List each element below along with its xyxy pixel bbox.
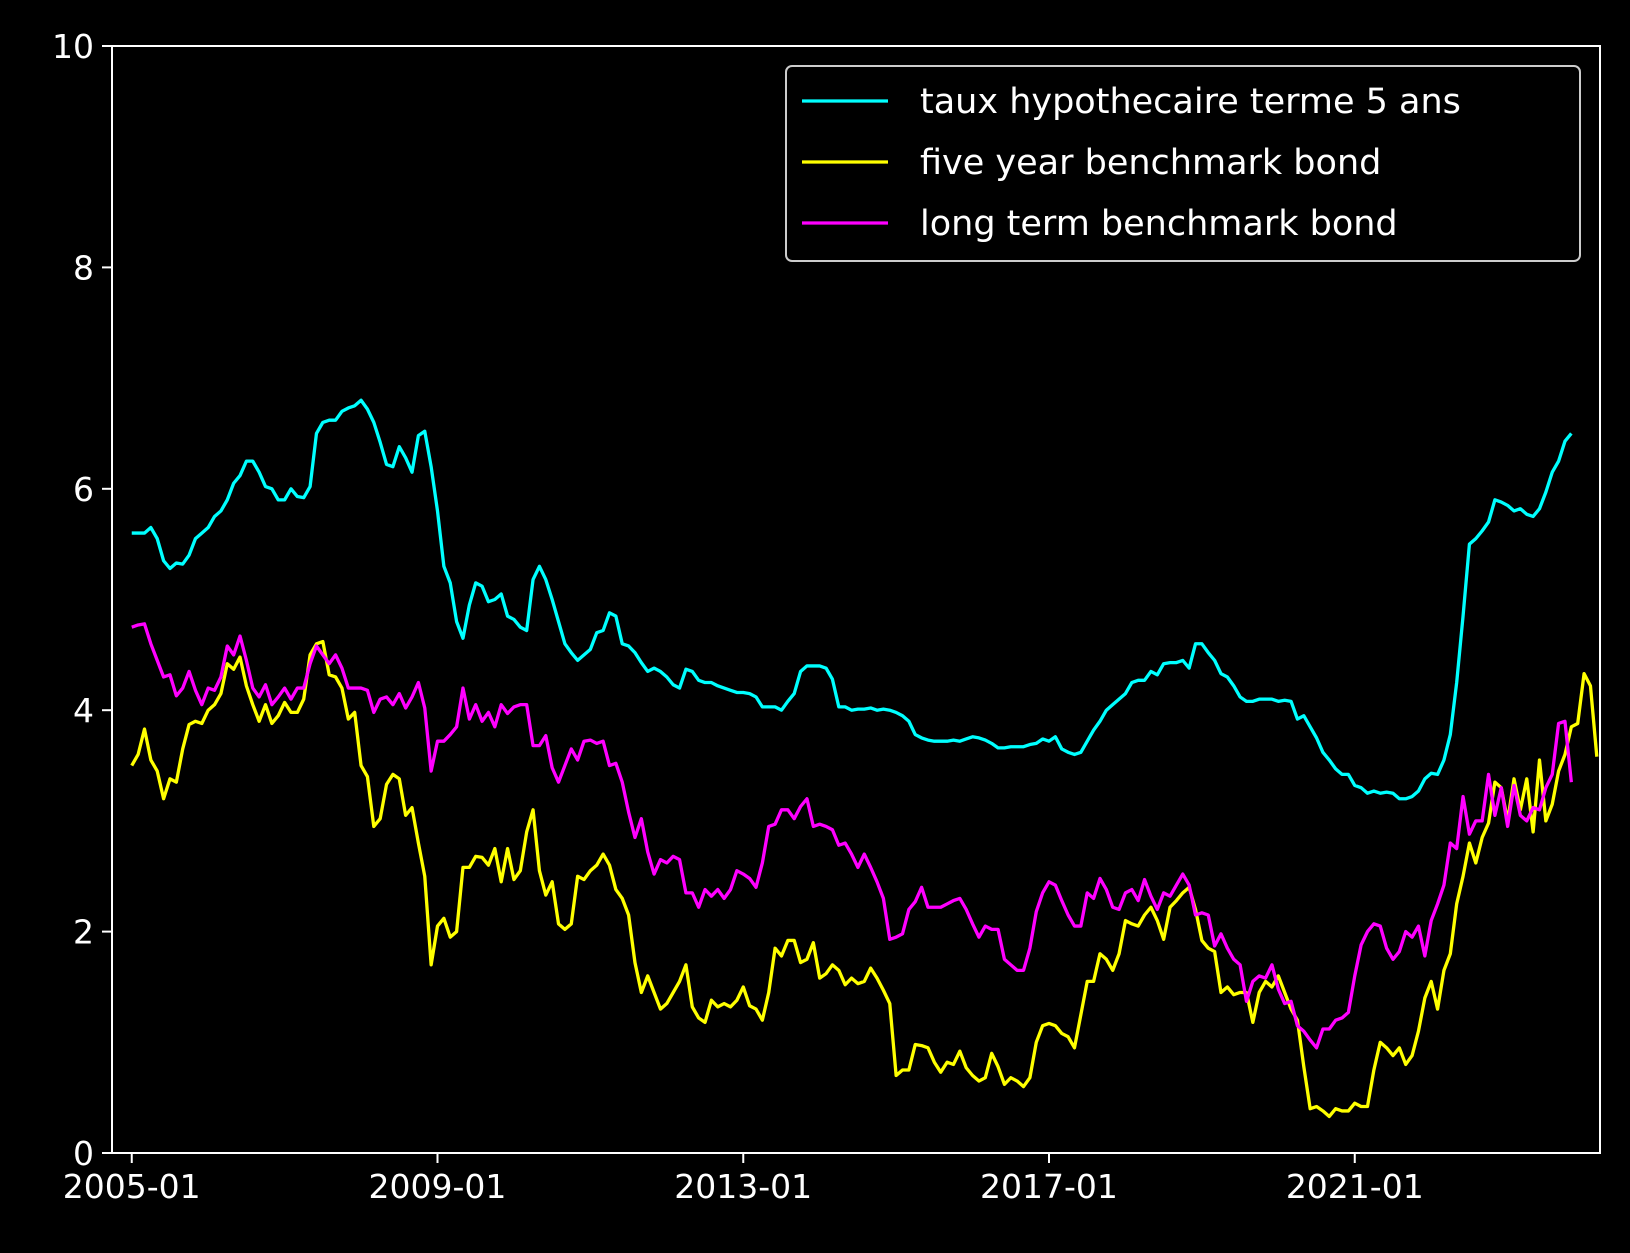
- y-tick-label: 10: [52, 27, 94, 66]
- y-tick-label: 8: [73, 248, 94, 287]
- series-line-1: [131, 398, 1573, 801]
- legend-label-3: long term benchmark bond: [920, 204, 1398, 244]
- series-line-2: [130, 639, 1599, 1119]
- y-tick-label: 4: [73, 691, 94, 730]
- x-tick-label: 2013-01: [674, 1167, 812, 1206]
- legend-label-1: taux hypothecaire terme 5 ans: [920, 82, 1461, 122]
- y-tick-label: 2: [73, 913, 94, 952]
- plot-frame: [111, 45, 1601, 1154]
- x-tick-label: 2005-01: [63, 1167, 201, 1206]
- legend-label-2: five year benchmark bond: [920, 143, 1381, 183]
- legend-box: [785, 65, 1581, 262]
- x-tick-label: 2017-01: [980, 1167, 1118, 1206]
- x-tick-label: 2021-01: [1286, 1167, 1424, 1206]
- x-tick-label: 2009-01: [369, 1167, 507, 1206]
- y-tick-label: 0: [73, 1134, 94, 1173]
- legend: taux hypothecaire terme 5 ans five year b…: [785, 65, 1581, 262]
- y-tick-label: 6: [73, 470, 94, 509]
- series-layer: [130, 398, 1599, 1119]
- y-axis: 0 2 4 6 8 10: [52, 27, 112, 1173]
- x-axis: 2005-01 2009-01 2013-01 2017-01 2021-01: [63, 1153, 1424, 1206]
- series-line-3: [131, 622, 1573, 1050]
